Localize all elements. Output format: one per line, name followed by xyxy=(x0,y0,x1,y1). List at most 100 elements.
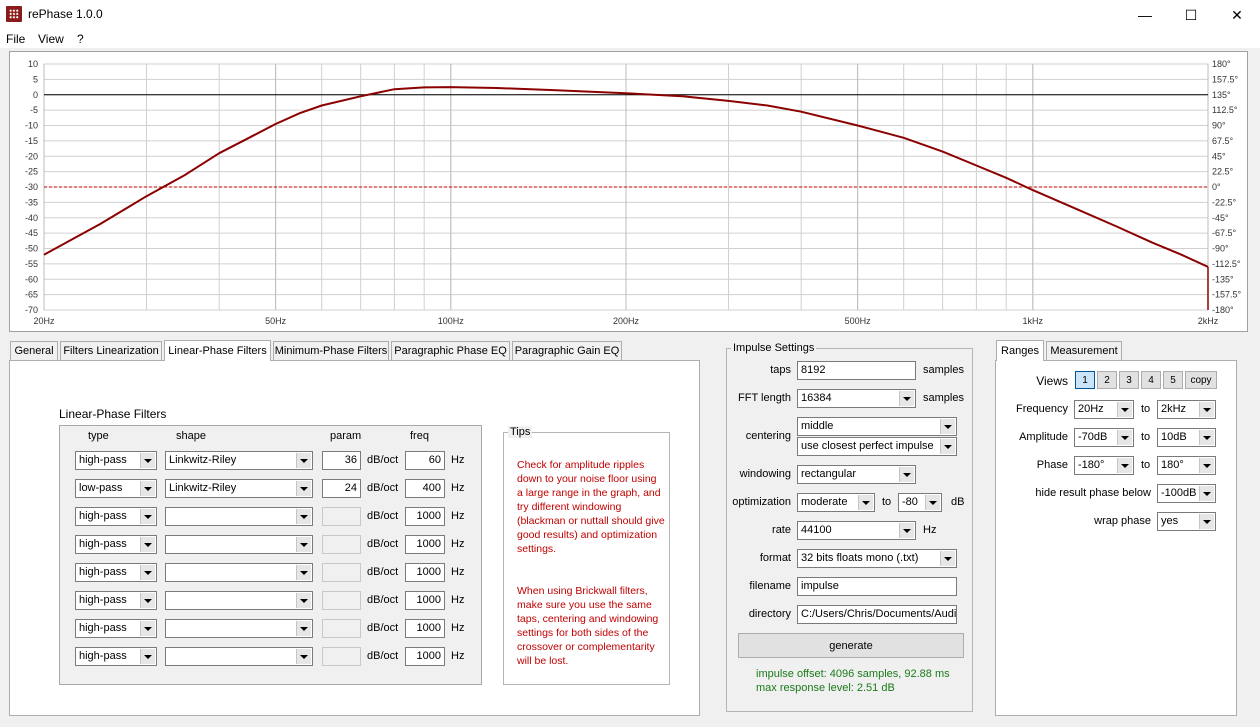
view-3-button[interactable]: 3 xyxy=(1119,371,1139,389)
filter-freq-input[interactable]: 1000 xyxy=(405,535,445,554)
minimize-button[interactable]: — xyxy=(1138,7,1152,23)
tab-ranges[interactable]: Ranges xyxy=(996,340,1044,361)
fft-length-select[interactable]: 16384 xyxy=(797,389,916,408)
maximize-button[interactable]: ☐ xyxy=(1184,6,1198,23)
centering-select[interactable]: middle xyxy=(797,417,957,436)
frequency-to-value: 2kHz xyxy=(1161,403,1187,415)
response-graph[interactable]: 10 180° 5 157.5° 0 135° -5 112.5° -10 90° -15 67.5°… xyxy=(9,51,1248,332)
chevron-down-icon xyxy=(296,537,311,552)
filter-freq-input[interactable]: 400 xyxy=(405,479,445,498)
filter-shape-value: Linkwitz-Riley xyxy=(169,482,237,494)
filter-param-input[interactable] xyxy=(322,563,361,582)
format-select[interactable]: 32 bits floats mono (.txt) xyxy=(797,549,957,568)
chevron-down-icon xyxy=(899,391,914,406)
filter-shape-select[interactable]: Linkwitz-Riley xyxy=(165,479,313,498)
filter-shape-select[interactable] xyxy=(165,563,313,582)
filter-param-input[interactable] xyxy=(322,535,361,554)
tab-paragraphic-phase-eq[interactable]: Paragraphic Phase EQ xyxy=(391,341,510,360)
tab-linear-phase-filters[interactable]: Linear-Phase Filters xyxy=(164,340,271,361)
tab-minimum-phase-filters[interactable]: Minimum-Phase Filters xyxy=(273,341,389,360)
filter-type-select[interactable]: high-pass xyxy=(75,619,157,638)
view-1-button[interactable]: 1 xyxy=(1075,371,1095,389)
filter-param-input[interactable]: 24 xyxy=(322,479,361,498)
fft-length-unit: samples xyxy=(923,392,964,404)
windowing-select[interactable]: rectangular xyxy=(797,465,916,484)
generate-button[interactable]: generate xyxy=(738,633,964,658)
filter-type-select[interactable]: high-pass xyxy=(75,507,157,526)
response-graph-svg[interactable]: 10 180° 5 157.5° 0 135° -5 112.5° -10 90° -15 67.5°… xyxy=(10,52,1247,331)
filter-param-input[interactable] xyxy=(322,591,361,610)
tab-filters-linearization[interactable]: Filters Linearization xyxy=(60,341,162,360)
filter-shape-value: Linkwitz-Riley xyxy=(169,454,237,466)
impulse-settings-title: Impulse Settings xyxy=(731,342,817,354)
chevron-down-icon xyxy=(296,649,311,664)
filter-freq-input[interactable]: 1000 xyxy=(405,647,445,666)
tips-text-1: Check for amplitude ripples down to your… xyxy=(517,459,665,555)
frequency-from-select[interactable]: 20Hz xyxy=(1074,400,1134,419)
filter-shape-select[interactable] xyxy=(165,647,313,666)
chevron-down-icon xyxy=(1117,430,1132,445)
menu-view[interactable]: View xyxy=(38,32,64,46)
amplitude-to-select[interactable]: 10dB xyxy=(1157,428,1216,447)
directory-input[interactable]: C:/Users/Chris/Documents/Audio xyxy=(797,605,957,624)
window-title: rePhase 1.0.0 xyxy=(28,7,103,21)
filter-shape-select[interactable] xyxy=(165,591,313,610)
frequency-to-label: to xyxy=(1141,403,1151,415)
filter-freq-input[interactable]: 1000 xyxy=(405,591,445,610)
menu-file[interactable]: File xyxy=(6,32,26,46)
filter-param-input[interactable] xyxy=(322,507,361,526)
ranges-panel xyxy=(995,360,1237,716)
close-button[interactable]: ✕ xyxy=(1231,6,1243,23)
centering-mode-select[interactable]: use closest perfect impulse xyxy=(797,437,957,456)
rate-select[interactable]: 44100 xyxy=(797,521,916,540)
left-axis-tick-label: -30 xyxy=(25,182,38,192)
filter-param-input[interactable]: 36 xyxy=(322,451,361,470)
centering-mode-value: use closest perfect impulse xyxy=(801,440,934,452)
filter-shape-select[interactable] xyxy=(165,507,313,526)
view-4-button[interactable]: 4 xyxy=(1141,371,1161,389)
menu-help[interactable]: ? xyxy=(77,32,84,46)
frequency-to-select[interactable]: 2kHz xyxy=(1157,400,1216,419)
filter-type-select[interactable]: high-pass xyxy=(75,591,157,610)
filter-type-select[interactable]: high-pass xyxy=(75,451,157,470)
chevron-down-icon xyxy=(1199,430,1214,445)
copy-view-button[interactable]: copy xyxy=(1185,371,1217,389)
tab-measurement[interactable]: Measurement xyxy=(1046,341,1122,360)
filter-shape-select[interactable] xyxy=(165,535,313,554)
centering-value: middle xyxy=(801,420,834,432)
filter-shape-select[interactable]: Linkwitz-Riley xyxy=(165,451,313,470)
filter-param-input[interactable] xyxy=(322,619,361,638)
hide-phase-select[interactable]: -100dB xyxy=(1157,484,1216,503)
phase-to-select[interactable]: 180° xyxy=(1157,456,1216,475)
filter-type-select[interactable]: high-pass xyxy=(75,647,157,666)
filter-freq-input[interactable]: 1000 xyxy=(405,619,445,638)
taps-input[interactable]: 8192 xyxy=(797,361,916,380)
wrap-phase-value: yes xyxy=(1161,515,1179,527)
left-axis-tick-label: -70 xyxy=(25,305,38,315)
filename-input[interactable]: impulse xyxy=(797,577,957,596)
filter-type-select[interactable]: low-pass xyxy=(75,479,157,498)
filter-type-select[interactable]: high-pass xyxy=(75,563,157,582)
filter-shape-select[interactable] xyxy=(165,619,313,638)
filter-freq-input[interactable]: 1000 xyxy=(405,563,445,582)
right-axis-tick-label: -45° xyxy=(1212,213,1229,223)
menu-bar: File View ? xyxy=(0,30,1260,48)
filter-freq-input[interactable]: 1000 xyxy=(405,507,445,526)
view-5-button[interactable]: 5 xyxy=(1163,371,1183,389)
filter-param-input[interactable] xyxy=(322,647,361,666)
optimization-select[interactable]: moderate xyxy=(797,493,875,512)
hide-phase-value: -100dB xyxy=(1161,487,1197,499)
amplitude-from-select[interactable]: -70dB xyxy=(1074,428,1134,447)
chevron-down-icon xyxy=(1199,458,1214,473)
filter-type-select[interactable]: high-pass xyxy=(75,535,157,554)
tab-paragraphic-gain-eq[interactable]: Paragraphic Gain EQ xyxy=(512,341,622,360)
phase-from-select[interactable]: -180° xyxy=(1074,456,1134,475)
wrap-phase-select[interactable]: yes xyxy=(1157,512,1216,531)
tab-general[interactable]: General xyxy=(10,341,58,360)
optimization-db-select[interactable]: -80 xyxy=(898,493,942,512)
rate-label: rate xyxy=(772,524,791,536)
filter-freq-input[interactable]: 60 xyxy=(405,451,445,470)
left-axis-tick-label: -40 xyxy=(25,213,38,223)
filter-freq-unit: Hz xyxy=(451,566,465,578)
view-2-button[interactable]: 2 xyxy=(1097,371,1117,389)
